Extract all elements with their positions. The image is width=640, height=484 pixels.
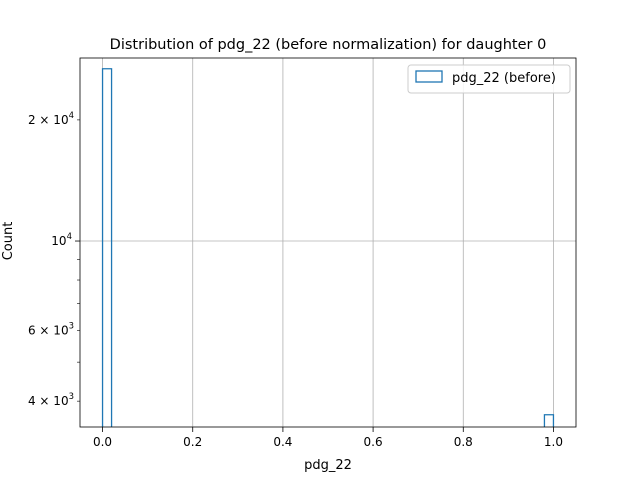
y-axis-ticks: 104 4 × 103 6 × 103 2 × 104	[28, 111, 80, 408]
x-axis-label: pdg_22	[304, 458, 352, 473]
legend-swatch	[415, 70, 443, 83]
x-tick-label: 0.8	[454, 435, 473, 449]
x-tick-label: 1.0	[544, 435, 563, 449]
y-axis-label: Count	[1, 222, 16, 261]
x-tick-label: 0.6	[364, 435, 383, 449]
legend-box	[407, 64, 571, 94]
x-tick-label: 0.4	[273, 435, 292, 449]
x-tick-label: 0.0	[93, 435, 112, 449]
legend-label: pdg_22 (before)	[452, 71, 556, 86]
plot-frame	[79, 57, 577, 428]
y-minor-tick-label: 4 × 103	[28, 392, 74, 408]
histogram-bin	[543, 414, 555, 427]
x-axis-ticks: 0.0 0.2 0.4 0.6 0.8 1.0	[93, 427, 563, 449]
y-minor-tick-label: 6 × 103	[28, 321, 74, 337]
y-minor-tick-label: 2 × 104	[28, 111, 74, 127]
chart-title: Distribution of pdg_22 (before normaliza…	[110, 37, 547, 53]
histogram-bars	[101, 68, 555, 427]
histogram-bin	[101, 68, 113, 427]
x-tick-label: 0.2	[183, 435, 202, 449]
legend: pdg_22 (before)	[407, 64, 571, 94]
y-tick-label: 104	[51, 232, 72, 248]
